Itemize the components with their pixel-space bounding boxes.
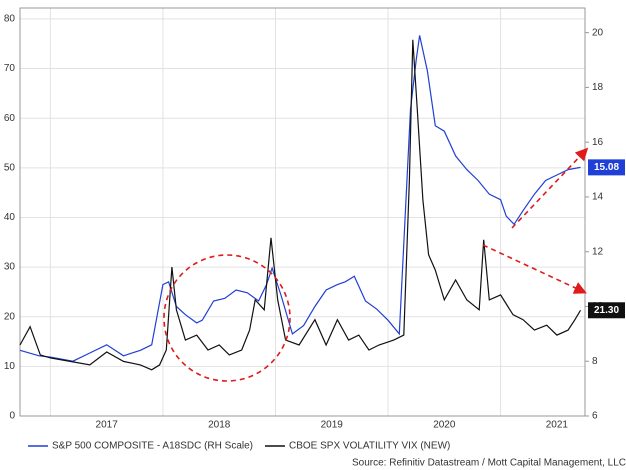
x-tick-label: 2020: [433, 420, 456, 431]
series-line: [19, 39, 582, 371]
labels: 0102030405060708068101214161820201720182…: [4, 14, 625, 452]
series-line: [19, 35, 581, 362]
source: Source: Refinitiv Datastream / Mott Capi…: [352, 458, 626, 469]
y-tick-label: 50: [4, 162, 16, 173]
end-label: 21.30: [594, 305, 619, 316]
grid: [20, 8, 585, 417]
y-tick-label: 20: [4, 311, 16, 322]
y2-tick-label: 12: [592, 246, 604, 257]
legend-label: S&P 500 COMPOSITE - A18SDC (RH Scale): [52, 441, 253, 452]
y-tick-label: 70: [4, 63, 16, 74]
y-tick-label: 0: [9, 411, 15, 422]
y2-tick-label: 8: [592, 356, 598, 367]
annotation-arrow: [482, 244, 587, 294]
annotation-circle: [163, 254, 291, 382]
y-tick-label: 60: [4, 113, 16, 124]
x-tick-label: 2019: [321, 420, 344, 431]
y-tick-label: 80: [4, 14, 16, 25]
y-tick-label: 30: [4, 262, 16, 273]
end-label-box: [588, 159, 625, 176]
end-label-box: [588, 302, 625, 319]
lines: [19, 35, 582, 371]
annotation-arrow: [511, 147, 589, 229]
x-tick-label: 2021: [546, 420, 569, 431]
y-tick-label: 40: [4, 212, 16, 223]
y2-tick-label: 6: [592, 411, 598, 422]
end-label: 15.08: [594, 162, 619, 173]
y2-tick-label: 18: [592, 82, 604, 93]
y-tick-label: 10: [4, 361, 16, 372]
y2-tick-label: 20: [592, 27, 604, 38]
y2-tick-label: 14: [592, 192, 604, 203]
legend-label: CBOE SPX VOLATILITY VIX (NEW): [289, 441, 450, 452]
plot-frame: [19, 7, 586, 417]
y2-tick-label: 16: [592, 137, 604, 148]
x-tick-label: 2017: [96, 420, 119, 431]
x-tick-label: 2018: [208, 420, 231, 431]
